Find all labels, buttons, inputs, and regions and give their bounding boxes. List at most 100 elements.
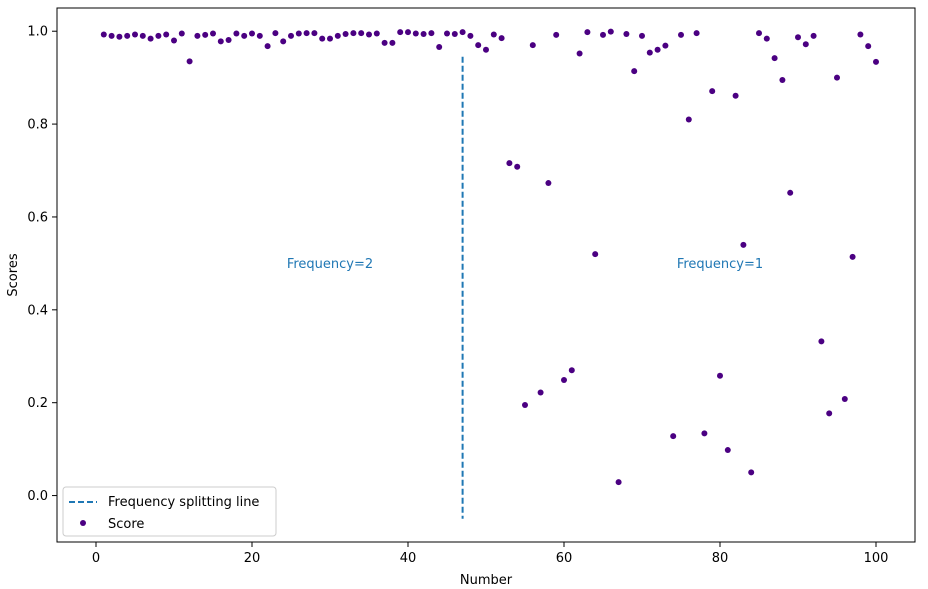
score-point [217, 38, 224, 45]
score-point [865, 43, 872, 50]
score-point [311, 30, 318, 37]
score-point [132, 31, 138, 38]
score-point [740, 241, 747, 248]
score-point [849, 253, 856, 260]
score-point [373, 30, 380, 37]
legend-box [62, 486, 277, 537]
ticks-layer: 0 20 40 60 80 100 0.0 0.2 0.4 0.6 0.8 1.0 [27, 25, 888, 566]
score-point [397, 29, 404, 36]
score-point [295, 30, 302, 37]
score-point [514, 163, 521, 170]
score-point [857, 31, 864, 38]
score-point [389, 39, 396, 46]
score-point [607, 28, 614, 35]
score-point [685, 116, 692, 123]
score-point [639, 32, 645, 39]
score-point [366, 31, 372, 38]
y-tick-label: 0.8 [27, 118, 48, 133]
score-point [100, 31, 107, 38]
score-point [233, 30, 240, 37]
score-point [108, 32, 115, 39]
score-point [405, 29, 411, 36]
score-point [678, 31, 684, 38]
score-point [561, 376, 567, 383]
score-point [412, 30, 419, 37]
score-point [288, 32, 294, 39]
score-point [124, 32, 131, 39]
score-point [568, 367, 575, 374]
score-point [841, 395, 848, 402]
score-point [748, 469, 755, 476]
score-point [171, 37, 177, 44]
frequency-annotation: Frequency=1 [677, 257, 763, 272]
points-layer [100, 28, 879, 486]
y-tick-label: 0.6 [27, 210, 48, 225]
score-point [592, 251, 599, 258]
score-point [818, 338, 825, 345]
score-point [116, 33, 123, 40]
score-point [428, 30, 435, 37]
score-point [584, 29, 591, 36]
plot-area [56, 7, 916, 543]
score-point [420, 31, 427, 38]
score-point [451, 31, 458, 38]
score-point [241, 32, 248, 39]
score-point [210, 30, 216, 37]
score-point [600, 31, 606, 38]
score-point [545, 180, 552, 187]
score-point [810, 32, 817, 39]
score-point [225, 37, 232, 44]
score-point [576, 50, 583, 57]
score-point [615, 479, 622, 486]
score-point [802, 41, 809, 48]
score-point [873, 58, 879, 65]
score-point [779, 76, 786, 83]
score-point [272, 30, 279, 37]
score-point [444, 30, 450, 37]
frequency-annotation: Frequency=2 [287, 257, 373, 272]
score-point [147, 35, 154, 42]
score-point [194, 32, 201, 39]
x-tick-label: 60 [556, 551, 573, 566]
score-point [436, 44, 443, 51]
x-tick-label: 80 [712, 551, 729, 566]
score-point [506, 160, 513, 167]
score-point [537, 389, 544, 396]
y-tick-label: 0.0 [27, 489, 48, 504]
x-tick-label: 0 [92, 551, 100, 566]
score-point [631, 68, 638, 75]
score-point [756, 30, 762, 37]
score-point [459, 29, 466, 36]
score-point [358, 30, 365, 37]
x-tick-label: 40 [400, 551, 417, 566]
score-point [342, 31, 349, 38]
score-point [670, 433, 677, 440]
score-point [654, 46, 661, 53]
score-point [771, 55, 778, 62]
score-point [787, 189, 794, 196]
legend: Frequency splitting line Score [62, 486, 277, 537]
score-point [319, 35, 326, 42]
score-point [529, 42, 536, 49]
score-point [155, 32, 162, 39]
score-point [475, 42, 482, 49]
score-point [280, 38, 287, 45]
score-point [490, 31, 497, 38]
score-point [709, 88, 716, 95]
score-point [701, 430, 708, 437]
score-point [202, 31, 209, 38]
score-point [350, 30, 357, 37]
score-point [163, 31, 170, 38]
score-point [795, 34, 801, 41]
score-point [256, 32, 263, 39]
legend-label-split-line: Frequency splitting line [108, 495, 259, 510]
score-point [467, 32, 474, 39]
x-axis-label: Number [460, 573, 513, 588]
y-tick-label: 0.2 [27, 396, 48, 411]
y-axis-label: Scores [6, 253, 21, 296]
score-point [732, 92, 739, 99]
score-point [264, 43, 271, 50]
x-tick-label: 100 [864, 551, 889, 566]
x-tick-label: 20 [244, 551, 261, 566]
